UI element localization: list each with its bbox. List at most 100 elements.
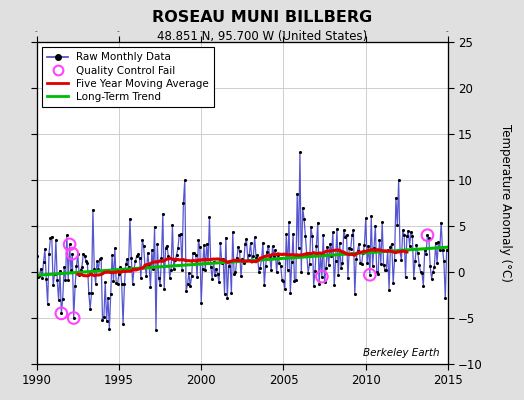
Point <box>152 326 160 333</box>
Point <box>164 253 172 259</box>
Point <box>345 244 354 251</box>
Point <box>417 269 425 275</box>
Point <box>279 278 288 284</box>
Point <box>205 214 214 220</box>
Point <box>442 247 451 253</box>
Point <box>339 260 347 266</box>
Y-axis label: Temperature Anomaly (°C): Temperature Anomaly (°C) <box>499 124 512 282</box>
Point <box>252 254 260 261</box>
Point <box>141 264 149 270</box>
Point <box>177 231 185 237</box>
Point <box>346 246 355 252</box>
Point <box>275 260 283 266</box>
Point <box>57 310 66 317</box>
Point <box>359 250 367 256</box>
Point <box>155 274 163 281</box>
Point <box>38 274 46 281</box>
Point <box>440 258 448 265</box>
Point <box>428 275 436 282</box>
Point <box>170 266 178 272</box>
Point <box>197 300 205 306</box>
Point <box>228 229 237 235</box>
Point <box>230 271 238 277</box>
Point <box>400 232 408 238</box>
Point <box>89 207 97 213</box>
Point <box>34 274 42 280</box>
Point <box>356 260 365 266</box>
Point <box>367 213 375 220</box>
Point <box>133 252 141 259</box>
Point <box>397 257 406 264</box>
Point <box>224 263 233 270</box>
Point <box>264 242 272 249</box>
Point <box>422 250 430 257</box>
Point <box>115 271 123 277</box>
Point <box>364 242 373 249</box>
Point <box>371 223 379 230</box>
Point <box>429 268 437 275</box>
Point <box>245 252 254 258</box>
Point <box>188 273 196 279</box>
Point <box>294 245 303 251</box>
Point <box>433 260 441 266</box>
Point <box>160 286 168 292</box>
Point <box>81 253 89 259</box>
Point <box>363 260 372 266</box>
Point <box>135 255 144 261</box>
Point <box>150 223 159 230</box>
Point <box>68 250 77 257</box>
Point <box>423 232 432 238</box>
Point <box>213 271 222 278</box>
Point <box>256 264 265 271</box>
Point <box>166 274 174 281</box>
Point <box>139 242 148 249</box>
Point <box>337 264 345 271</box>
Point <box>411 258 419 264</box>
Point <box>319 232 328 238</box>
Point <box>159 210 167 217</box>
Point <box>357 261 366 267</box>
Point <box>195 244 204 251</box>
Point <box>384 247 392 253</box>
Point <box>288 259 296 266</box>
Point <box>328 252 336 259</box>
Point <box>270 252 278 259</box>
Point <box>211 272 219 279</box>
Point <box>310 283 318 289</box>
Point <box>390 256 399 263</box>
Point <box>157 255 166 261</box>
Point <box>131 258 139 264</box>
Point <box>239 260 248 266</box>
Point <box>399 227 407 234</box>
Point <box>320 279 329 285</box>
Point <box>233 255 241 262</box>
Point <box>88 290 96 296</box>
Point <box>112 280 121 286</box>
Point <box>148 247 156 253</box>
Point <box>293 191 301 197</box>
Point <box>192 252 200 258</box>
Point <box>421 247 429 253</box>
Point <box>56 268 64 274</box>
Point <box>366 272 374 278</box>
Point <box>172 252 181 258</box>
Point <box>300 216 308 222</box>
Point <box>259 240 267 246</box>
Text: 48.851 N, 95.700 W (United States): 48.851 N, 95.700 W (United States) <box>157 30 367 43</box>
Point <box>32 253 41 259</box>
Point <box>290 278 299 284</box>
Point <box>235 248 244 255</box>
Point <box>210 258 218 265</box>
Point <box>61 277 70 284</box>
Point <box>418 270 426 276</box>
Point <box>242 236 250 242</box>
Point <box>253 252 261 258</box>
Point <box>104 295 112 301</box>
Point <box>266 253 274 260</box>
Point <box>283 266 292 273</box>
Point <box>41 246 49 252</box>
Point <box>311 268 319 274</box>
Point <box>97 255 105 261</box>
Point <box>299 204 307 211</box>
Point <box>111 245 119 251</box>
